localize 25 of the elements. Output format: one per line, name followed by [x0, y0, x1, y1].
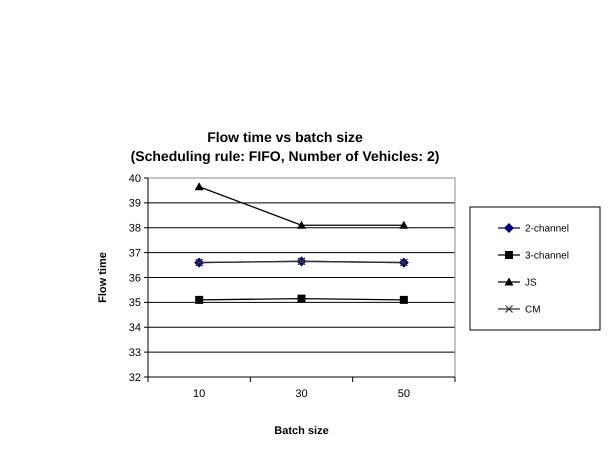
y-tick-label: 33 [128, 346, 141, 359]
point [195, 296, 204, 304]
y-tick-label: 36 [128, 272, 141, 284]
y-tick-label: 34 [128, 322, 141, 334]
point [298, 294, 306, 303]
legend-label: 2-channel [525, 224, 569, 234]
point [194, 182, 204, 190]
y-tick-label: 32 [128, 372, 141, 384]
point [400, 296, 408, 304]
x-tick-label: 50 [398, 388, 410, 400]
x-tick-label: 10 [193, 388, 206, 400]
y-tick-label: 39 [128, 198, 141, 210]
y-axis-title: Flow time [97, 252, 109, 303]
x-tick-label: 30 [295, 388, 308, 400]
legend-label: 3-channel [525, 250, 569, 262]
point [399, 220, 408, 229]
y-tick-label: 40 [128, 172, 141, 185]
point [297, 220, 306, 229]
y-tick-label: 37 [128, 247, 141, 260]
y-tick-label: 38 [128, 222, 141, 235]
legend-label: CM [525, 304, 541, 316]
x-axis-title: Batch size [274, 425, 329, 437]
legend-label: JS [525, 278, 537, 288]
y-tick-label: 35 [128, 297, 141, 310]
chart-title: Flow time vs batch size (Scheduling rule: FIFO, Number of Vehicles: 2) [130, 129, 440, 164]
